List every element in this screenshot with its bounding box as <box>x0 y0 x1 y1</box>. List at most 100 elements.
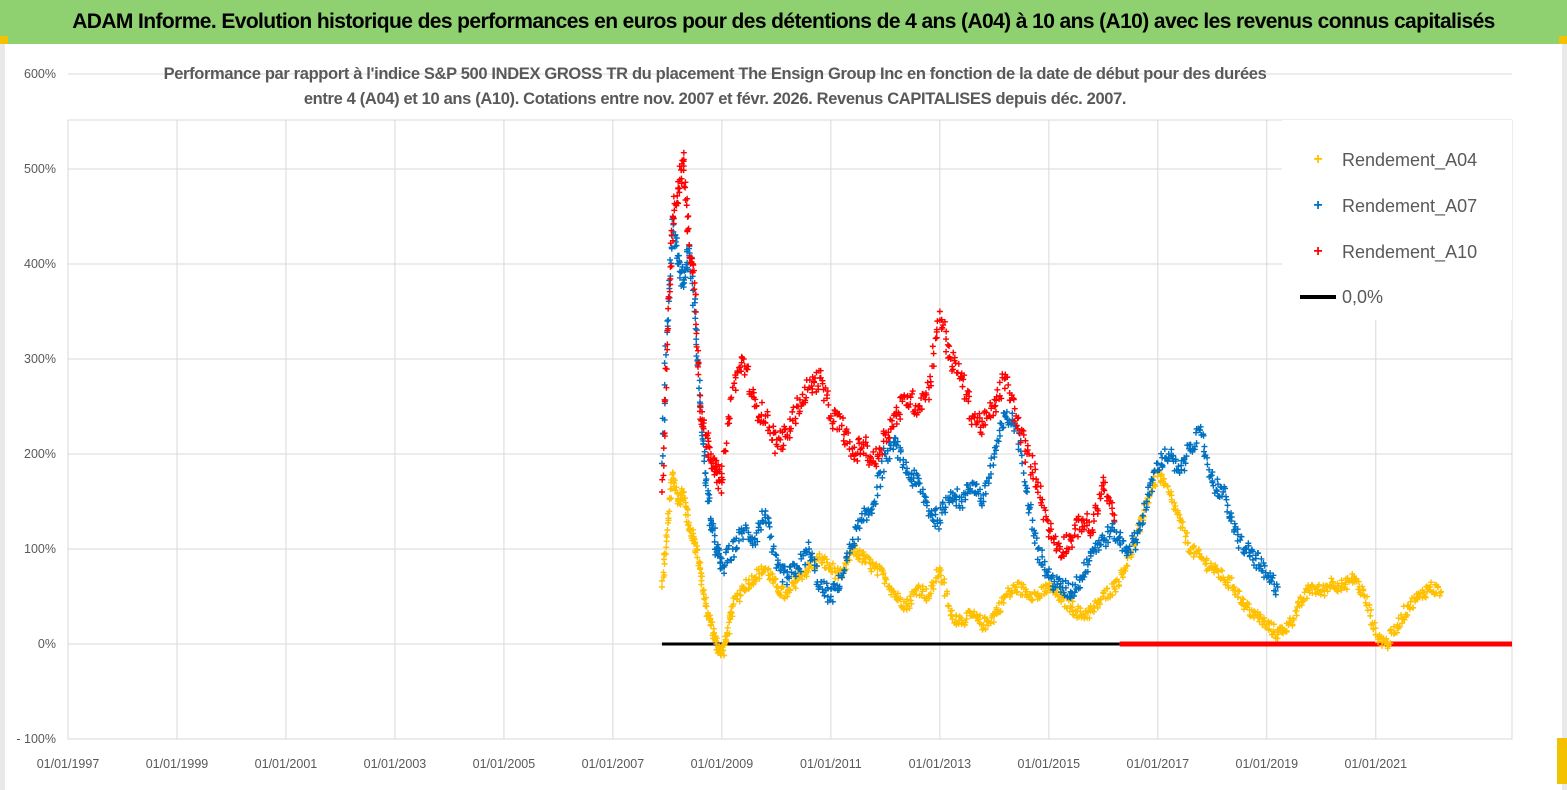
data-point <box>914 472 921 479</box>
data-point <box>856 547 863 554</box>
data-point <box>663 551 670 558</box>
data-point <box>836 426 843 433</box>
data-point <box>1109 499 1116 506</box>
data-point <box>1148 476 1155 483</box>
y-tick-label: 100% <box>24 542 56 556</box>
data-point <box>790 404 797 411</box>
data-point <box>873 463 880 470</box>
data-point <box>870 448 877 455</box>
data-point <box>867 565 874 572</box>
data-point <box>1041 558 1048 565</box>
data-point <box>945 603 952 610</box>
data-point <box>726 630 733 637</box>
data-point <box>933 334 940 341</box>
data-point <box>1011 427 1018 434</box>
data-point <box>1245 542 1252 549</box>
data-point <box>692 291 699 298</box>
data-point <box>851 542 858 549</box>
data-point <box>861 510 868 517</box>
data-point <box>987 620 994 627</box>
data-point <box>663 544 670 551</box>
data-point <box>697 565 704 571</box>
data-point <box>661 396 668 403</box>
data-point <box>764 566 771 573</box>
data-point <box>1228 514 1235 521</box>
data-point <box>773 552 780 559</box>
data-point <box>1106 533 1113 540</box>
y-tick-label: 400% <box>24 257 56 271</box>
data-point <box>1046 580 1053 587</box>
data-point <box>827 413 834 419</box>
data-point <box>863 517 870 524</box>
data-point <box>703 594 710 601</box>
data-point <box>1069 604 1076 611</box>
data-point <box>1069 598 1076 605</box>
data-point <box>1438 588 1445 595</box>
data-point <box>765 427 772 434</box>
data-point <box>918 592 925 599</box>
data-point <box>1146 492 1153 499</box>
data-point <box>1225 585 1232 592</box>
data-point <box>824 388 831 395</box>
data-point <box>940 322 947 329</box>
data-point <box>905 404 912 411</box>
data-point <box>954 486 961 493</box>
data-point <box>1126 543 1133 550</box>
data-point <box>1035 544 1042 551</box>
data-point <box>854 457 861 464</box>
data-point <box>849 536 856 543</box>
data-point <box>667 263 674 270</box>
data-point <box>1215 568 1222 575</box>
data-point <box>764 408 771 415</box>
data-point <box>1437 589 1444 596</box>
data-point <box>658 489 665 495</box>
legend-marker-a04: + <box>1313 151 1323 168</box>
data-point <box>1161 446 1168 453</box>
data-point <box>721 652 728 659</box>
data-point <box>1274 584 1281 590</box>
data-point <box>1384 639 1391 646</box>
data-point <box>950 349 957 356</box>
data-point <box>796 396 803 403</box>
data-point <box>1060 589 1067 596</box>
data-point <box>943 336 950 343</box>
series-rendement-a10 <box>658 149 1118 561</box>
data-point <box>1218 567 1225 574</box>
data-point <box>792 573 799 580</box>
data-point <box>1343 586 1350 593</box>
data-point <box>745 576 752 583</box>
data-point <box>1184 540 1191 547</box>
data-point <box>827 593 834 600</box>
data-point <box>1289 621 1296 628</box>
data-point <box>1324 588 1331 595</box>
data-point <box>701 458 708 465</box>
data-point <box>942 504 949 511</box>
data-point <box>836 585 843 592</box>
data-point <box>991 403 998 410</box>
data-point <box>1094 510 1101 517</box>
data-point <box>681 183 688 190</box>
data-point <box>677 492 684 499</box>
data-point <box>1275 628 1282 635</box>
data-point <box>666 508 673 515</box>
data-point <box>867 556 874 563</box>
data-point <box>766 424 773 431</box>
data-point <box>846 438 853 445</box>
data-point <box>663 534 670 541</box>
data-point <box>829 425 836 432</box>
x-tick-label: 01/01/2015 <box>1018 757 1081 771</box>
data-point <box>1367 606 1374 613</box>
data-point <box>1104 585 1111 592</box>
x-tick-label: 01/01/1999 <box>146 757 209 771</box>
y-tick-label: 600% <box>24 67 56 81</box>
data-point <box>677 501 684 508</box>
data-point <box>829 560 836 567</box>
data-point <box>1039 547 1046 554</box>
data-point <box>802 561 809 568</box>
data-point <box>997 608 1004 615</box>
data-point <box>1116 533 1123 540</box>
data-point <box>730 601 737 608</box>
data-point <box>741 371 748 378</box>
data-point <box>1209 477 1216 484</box>
data-point <box>990 462 997 469</box>
